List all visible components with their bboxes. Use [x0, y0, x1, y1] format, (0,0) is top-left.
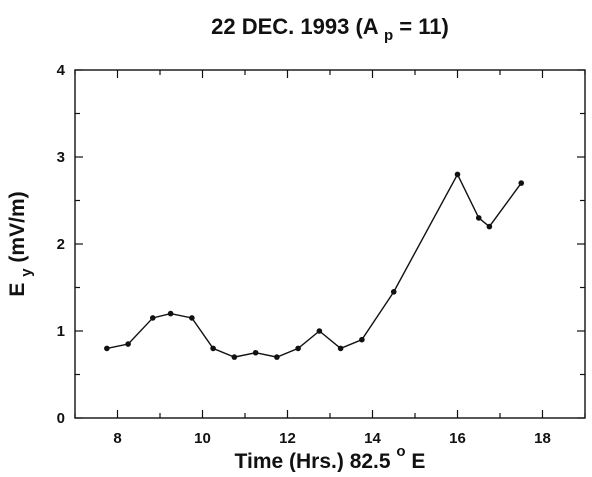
series-layer	[104, 171, 525, 360]
data-point	[475, 215, 482, 221]
chart-title-subscript: p	[384, 27, 393, 44]
x-axis: 8 10 12 14 16 18	[74, 70, 586, 447]
series-line	[106, 172, 522, 358]
x-tick-label: 10	[194, 430, 211, 447]
x-axis-label-unit: E	[411, 450, 425, 472]
data-point	[454, 171, 461, 178]
chart-title-rest: = 11)	[399, 14, 449, 39]
y-axis-label-rest: (mV/m)	[6, 191, 29, 262]
data-point	[390, 289, 397, 295]
x-tick-label: 8	[113, 430, 121, 447]
y-tick-label: 4	[57, 62, 66, 79]
data-point	[295, 345, 301, 352]
data-point	[252, 349, 259, 356]
data-point	[167, 310, 174, 317]
data-point	[231, 354, 238, 360]
data-point	[486, 223, 493, 230]
y-tick-label: 2	[57, 236, 65, 253]
data-point	[149, 315, 156, 321]
chart-title-open: (A	[355, 14, 378, 39]
y-axis-label-subscript: y	[18, 268, 35, 277]
data-point	[210, 345, 216, 352]
x-axis-label-degree: o	[396, 443, 405, 460]
data-point	[189, 315, 195, 321]
x-axis-label-main: Time (Hrs.) 82.5	[235, 450, 391, 472]
data-point	[518, 180, 525, 186]
chart-title: 22 DEC. 1993 (A p = 11)	[211, 14, 449, 45]
y-tick-label: 1	[57, 323, 65, 340]
plot-frame	[74, 69, 586, 419]
data-point	[274, 354, 280, 360]
data-point	[104, 345, 110, 352]
data-point	[125, 341, 131, 347]
data-point	[337, 345, 344, 352]
x-tick-label: 12	[279, 430, 296, 447]
y-tick-label: 3	[57, 149, 65, 166]
data-point	[359, 336, 365, 343]
y-tick-label: 0	[57, 410, 65, 427]
x-tick-label: 16	[449, 430, 466, 447]
chart-title-date: 22 DEC. 1993	[211, 14, 349, 39]
y-axis-label: E y (mV/m)	[6, 191, 36, 296]
y-axis-label-main: E	[6, 283, 29, 297]
y-axis: 0 1 2 3 4	[57, 62, 585, 427]
x-tick-label: 18	[534, 430, 551, 447]
x-tick-label: 14	[364, 430, 381, 447]
data-point	[316, 328, 323, 334]
x-axis-label: Time (Hrs.) 82.5 o E	[235, 438, 426, 472]
